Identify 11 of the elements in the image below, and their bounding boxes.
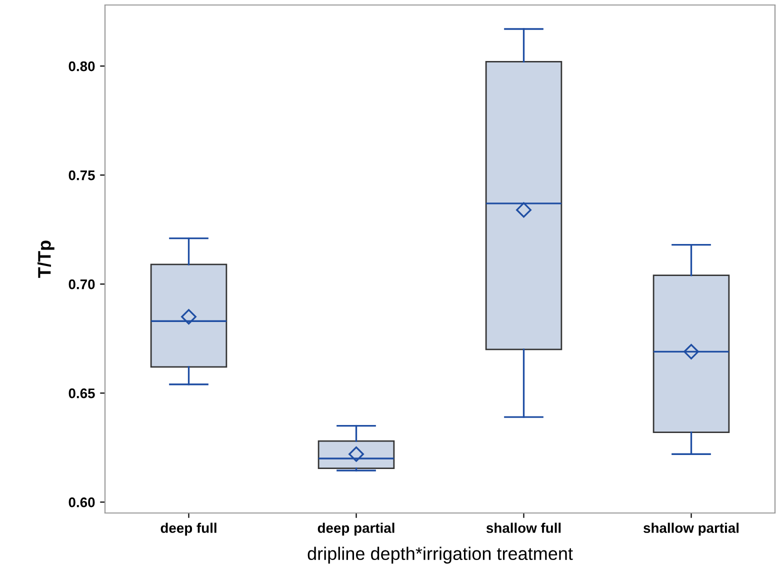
x-tick-label: shallow full <box>486 522 561 533</box>
y-tick-label: 0.75 <box>68 170 95 180</box>
x-tick-label: deep full <box>160 522 216 536</box>
y-tick-label: 0.60 <box>68 497 95 508</box>
y-axis-title: T/Tp <box>38 240 54 278</box>
y-tick-label: 0.70 <box>68 279 95 290</box>
y-tick-label: 0.80 <box>68 61 95 72</box>
y-tick-label: 0.65 <box>68 388 95 398</box>
x-axis-title: dripline depth*irrigation treatment <box>308 546 573 564</box>
x-tick-label: shallow partial <box>644 522 739 536</box>
x-tick-label: deep partial <box>318 522 394 536</box>
